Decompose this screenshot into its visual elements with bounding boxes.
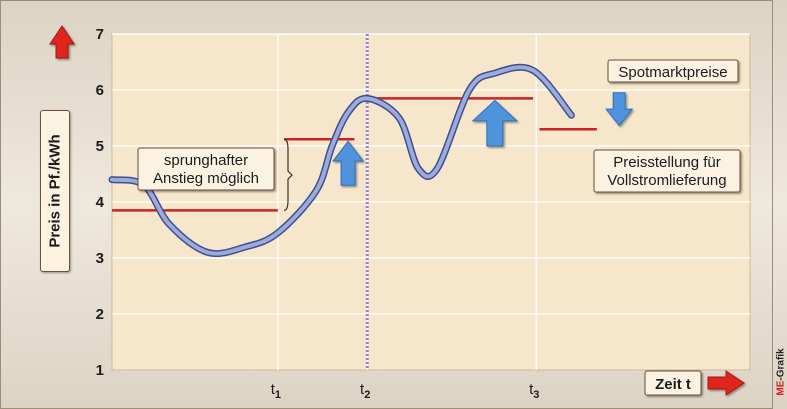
credit-suffix: -Grafik	[775, 348, 787, 381]
x-tick-subscript: 1	[275, 389, 281, 401]
y-tick-label: 6	[96, 82, 104, 99]
full-supply-price-label-text: Vollstromlieferung	[607, 172, 726, 189]
y-tick-label: 7	[96, 26, 104, 43]
jump-annotation-text: sprunghafter	[164, 152, 248, 169]
x-tick-label: t2	[360, 381, 370, 401]
y-tick-label: 4	[96, 194, 105, 211]
jump-bracket	[283, 138, 293, 211]
spot-price-label-text: Spotmarktpreise	[618, 64, 727, 81]
full-supply-price-label-text: Preisstellung für	[613, 154, 721, 171]
jump-annotation-text: Anstieg möglich	[153, 170, 259, 187]
full-supply-price-label-box	[593, 149, 741, 193]
y-tick-label: 5	[96, 138, 104, 155]
x-tick-label: t1	[271, 381, 281, 401]
jump-annotation-box	[137, 147, 275, 191]
x-axis-title-box	[644, 370, 702, 396]
x-axis-title: Zeit t	[655, 376, 691, 393]
step-up-arrow-t2	[471, 99, 519, 147]
step-down-arrow-t3	[605, 92, 634, 127]
y-tick-label: 2	[96, 306, 104, 323]
y-axis-title: Preis in Pf./kWh	[46, 134, 64, 248]
x-axis-arrow	[707, 370, 745, 396]
y-axis-title-box: Preis in Pf./kWh	[40, 110, 70, 272]
x-tick-subscript: 3	[533, 389, 539, 401]
x-tick-subscript: 2	[364, 389, 370, 401]
y-tick-label: 1	[96, 362, 104, 379]
spot-price-label-box	[607, 59, 739, 83]
y-axis-arrow	[49, 25, 75, 59]
y-tick-label: 3	[96, 250, 104, 267]
x-tick-label: t3	[529, 381, 539, 401]
spot-price-curve	[110, 65, 574, 256]
credit-brand: ME	[775, 380, 787, 396]
credit-label: ME-Grafik	[775, 337, 787, 407]
step-up-arrow-t1	[332, 140, 365, 186]
